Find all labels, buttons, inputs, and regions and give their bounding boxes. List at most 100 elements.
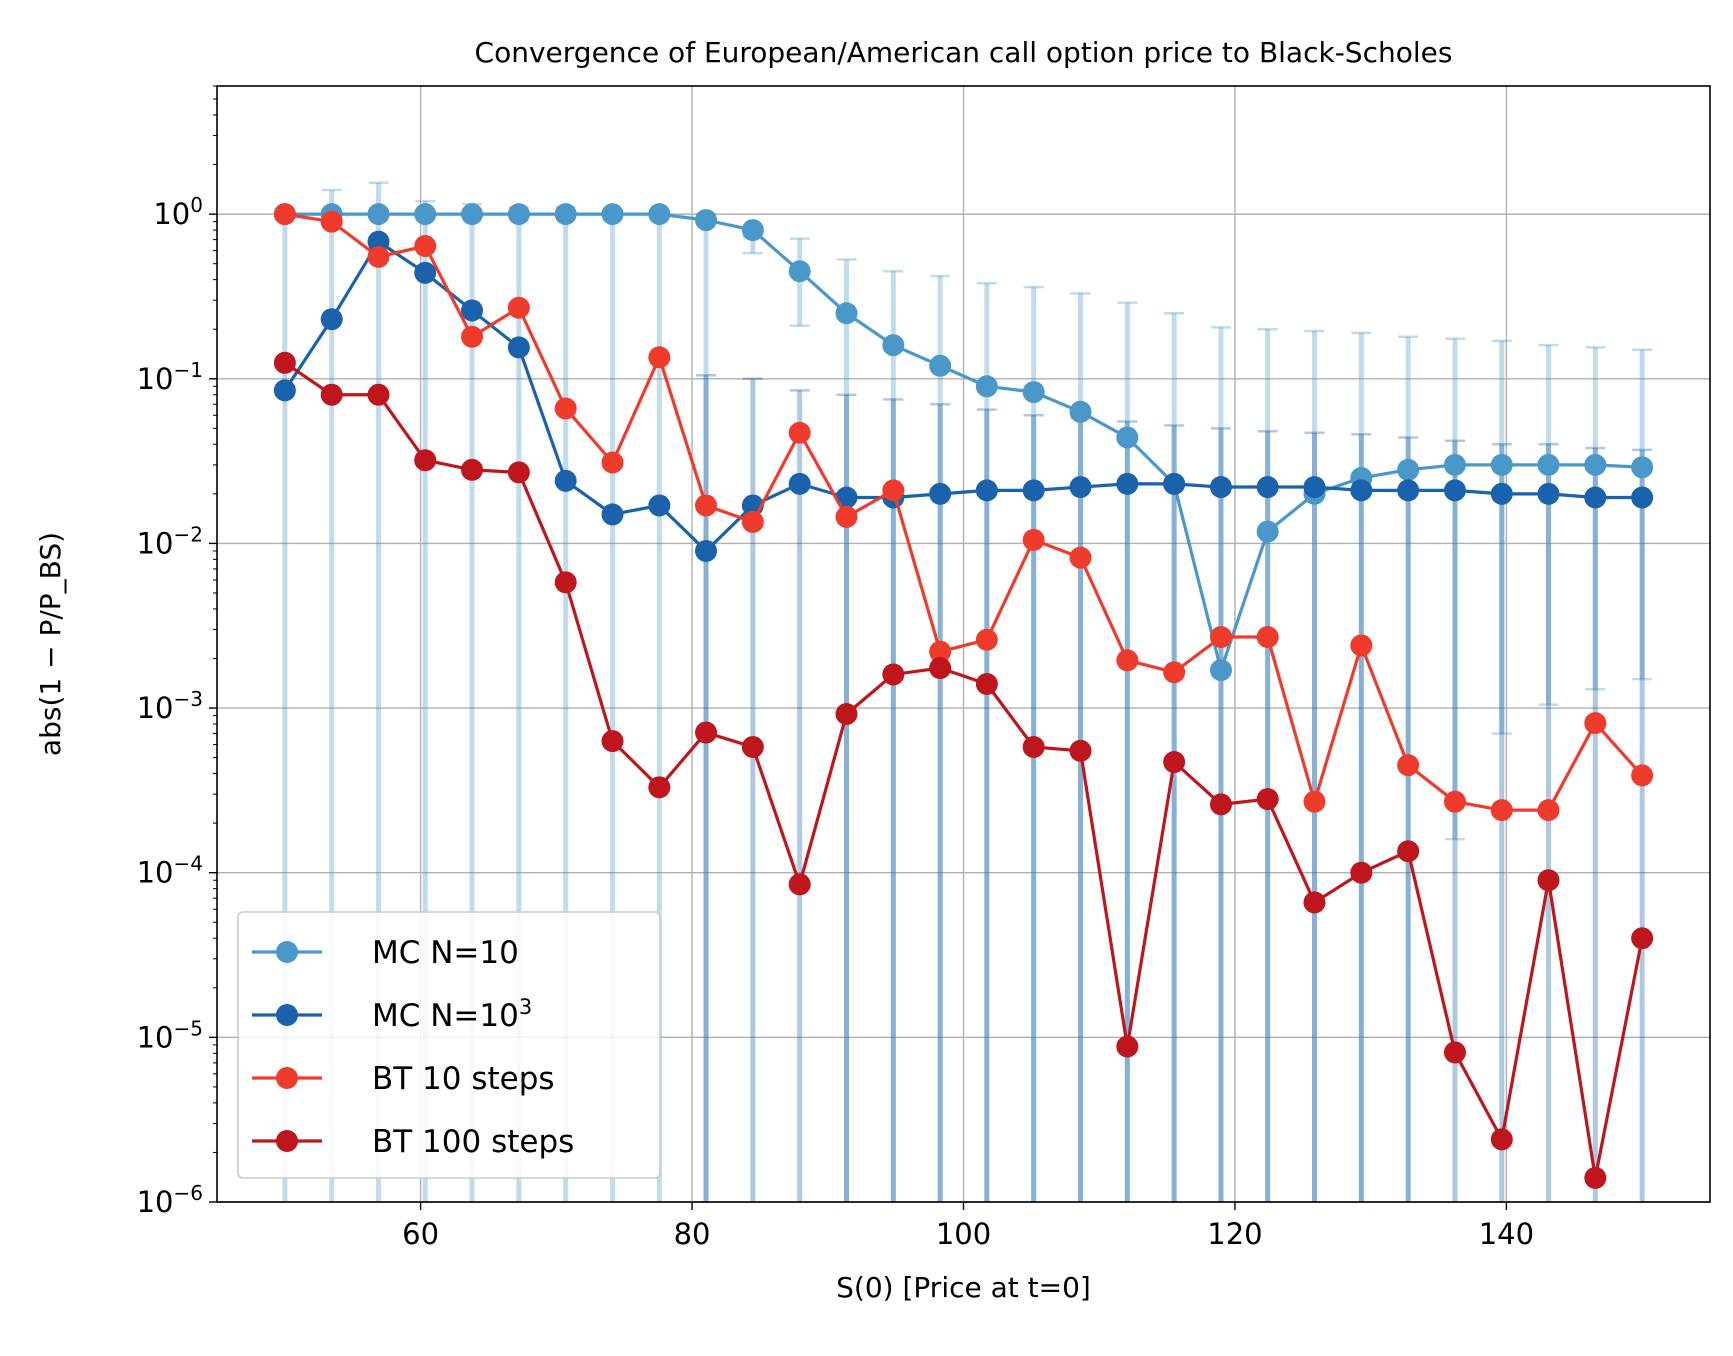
data-point	[1116, 426, 1139, 449]
data-point	[1584, 453, 1607, 476]
y-tick-label: 10−3	[137, 687, 203, 725]
data-point	[414, 449, 437, 472]
data-point	[1443, 453, 1466, 476]
x-tick-label: 60	[402, 1217, 439, 1251]
data-point	[695, 209, 718, 232]
data-point	[1303, 891, 1326, 914]
data-point	[835, 703, 858, 726]
data-point	[648, 494, 671, 517]
data-point	[1022, 736, 1045, 759]
data-point	[601, 203, 624, 226]
data-point	[975, 375, 998, 398]
data-point	[1631, 764, 1654, 787]
data-point	[788, 873, 811, 896]
data-point	[1537, 482, 1560, 505]
data-point	[835, 505, 858, 528]
data-point	[695, 539, 718, 562]
x-tick-label: 80	[674, 1217, 711, 1251]
data-point	[1350, 479, 1373, 502]
legend-marker	[276, 1130, 298, 1152]
data-point	[1443, 479, 1466, 502]
data-point	[1631, 486, 1654, 509]
data-point	[414, 261, 437, 284]
data-point	[835, 486, 858, 509]
data-point	[1022, 528, 1045, 551]
data-point	[788, 421, 811, 444]
data-point	[1397, 840, 1420, 863]
data-point	[695, 494, 718, 517]
data-point	[741, 736, 764, 759]
series-lines	[273, 203, 1654, 1189]
data-point	[367, 383, 390, 406]
y-tick-label: 10−5	[137, 1016, 203, 1054]
data-point	[929, 482, 952, 505]
data-point	[882, 663, 905, 686]
data-point	[461, 203, 484, 226]
legend-label: BT 100 steps	[372, 1124, 574, 1160]
y-axis-label: abs(1 − P/P_BS)	[34, 532, 67, 756]
data-point	[1537, 799, 1560, 822]
data-point	[367, 230, 390, 253]
data-point	[601, 503, 624, 526]
data-point	[273, 351, 296, 374]
data-point	[601, 451, 624, 474]
data-point	[1303, 790, 1326, 813]
y-tick-label: 10−2	[137, 522, 203, 560]
data-point	[320, 308, 343, 331]
data-point	[929, 354, 952, 377]
legend-marker	[276, 941, 298, 963]
data-point	[741, 219, 764, 242]
data-point	[1116, 649, 1139, 672]
ticks: 60 80 100 120 140 10−6 10−5 10−4 10−3 10−2 10−1 100	[137, 85, 1534, 1251]
data-point	[554, 469, 577, 492]
data-point	[554, 203, 577, 226]
data-point	[835, 302, 858, 325]
data-point	[695, 721, 718, 744]
data-point	[1116, 1035, 1139, 1058]
data-point	[1397, 458, 1420, 481]
data-point	[975, 628, 998, 651]
data-point	[975, 479, 998, 502]
data-point	[788, 260, 811, 283]
series-mc-n-10	[273, 203, 1654, 682]
data-point	[929, 657, 952, 680]
data-point	[1397, 754, 1420, 777]
series-bt-100-steps	[273, 351, 1654, 1189]
data-point	[461, 325, 484, 348]
data-point	[1256, 476, 1279, 499]
data-point	[1256, 788, 1279, 811]
data-point	[414, 203, 437, 226]
data-point	[1303, 476, 1326, 499]
x-tick-label: 140	[1479, 1217, 1534, 1251]
x-tick-label: 100	[936, 1217, 991, 1251]
data-point	[1537, 453, 1560, 476]
y-tick-label: 10−4	[137, 852, 203, 890]
data-point	[1069, 476, 1092, 499]
data-point	[601, 730, 624, 753]
data-point	[1631, 927, 1654, 950]
data-point	[273, 203, 296, 226]
data-point	[1116, 472, 1139, 495]
data-point	[1209, 793, 1232, 816]
data-point	[741, 510, 764, 533]
data-point	[1490, 799, 1513, 822]
chart-title: Convergence of European/American call op…	[475, 36, 1453, 69]
data-point	[1022, 381, 1045, 404]
data-point	[1163, 472, 1186, 495]
data-point	[320, 210, 343, 233]
data-point	[882, 479, 905, 502]
data-point	[1209, 659, 1232, 682]
data-point	[554, 397, 577, 420]
data-point	[1584, 486, 1607, 509]
legend-label: MC N=10	[372, 935, 519, 971]
data-point	[788, 472, 811, 495]
data-point	[1069, 400, 1092, 423]
legend-label: MC N=103	[372, 995, 532, 1034]
x-axis-label: S(0) [Price at t=0]	[836, 1271, 1091, 1304]
y-tick-label: 10−6	[137, 1181, 203, 1219]
data-point	[1350, 861, 1373, 884]
legend-marker	[276, 1004, 298, 1026]
data-point	[1490, 453, 1513, 476]
data-point	[1397, 479, 1420, 502]
